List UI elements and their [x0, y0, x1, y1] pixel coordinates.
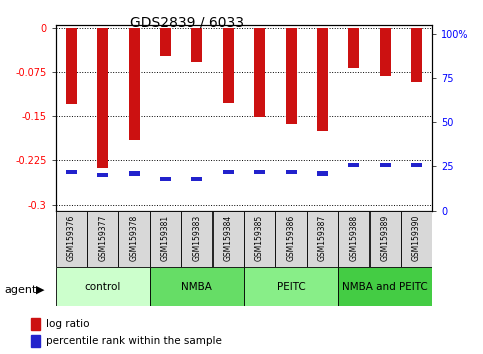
Text: GSM159381: GSM159381 [161, 215, 170, 261]
Bar [411, 162, 422, 167]
Text: GSM159386: GSM159386 [286, 215, 296, 261]
Text: GSM159388: GSM159388 [349, 215, 358, 261]
Text: GSM159387: GSM159387 [318, 215, 327, 261]
Bar [317, 171, 328, 176]
Bar [317, 28, 328, 131]
FancyBboxPatch shape [275, 211, 307, 267]
Bar [223, 28, 234, 103]
Bar [191, 177, 202, 181]
FancyBboxPatch shape [338, 211, 369, 267]
Text: GSM159384: GSM159384 [224, 215, 233, 261]
Text: GSM159389: GSM159389 [381, 215, 390, 261]
Text: PEITC: PEITC [277, 282, 305, 292]
Bar [254, 28, 265, 118]
Bar [285, 170, 297, 174]
Bar [380, 162, 391, 167]
Bar [66, 170, 77, 174]
Bar [97, 173, 108, 177]
Text: agent: agent [5, 285, 37, 295]
Text: GDS2839 / 6033: GDS2839 / 6033 [130, 16, 244, 30]
FancyBboxPatch shape [369, 211, 401, 267]
Bar [411, 28, 422, 82]
Text: GSM159376: GSM159376 [67, 215, 76, 261]
Bar [223, 170, 234, 174]
Bar [160, 28, 171, 56]
Bar [66, 28, 77, 104]
Bar [128, 171, 140, 176]
FancyBboxPatch shape [213, 211, 244, 267]
FancyBboxPatch shape [307, 211, 338, 267]
FancyBboxPatch shape [56, 267, 150, 306]
FancyBboxPatch shape [150, 267, 244, 306]
Text: GSM159385: GSM159385 [255, 215, 264, 261]
Bar [128, 28, 140, 140]
Bar [160, 177, 171, 181]
Bar [348, 28, 359, 68]
FancyBboxPatch shape [181, 211, 213, 267]
Bar [31, 335, 41, 347]
Bar [348, 162, 359, 167]
FancyBboxPatch shape [244, 267, 338, 306]
Bar [97, 28, 108, 167]
Bar [380, 28, 391, 76]
Text: NMBA and PEITC: NMBA and PEITC [342, 282, 428, 292]
Text: GSM159390: GSM159390 [412, 215, 421, 261]
Text: GSM159378: GSM159378 [129, 215, 139, 261]
Bar [285, 28, 297, 124]
Text: GSM159383: GSM159383 [192, 215, 201, 261]
FancyBboxPatch shape [56, 211, 87, 267]
Text: percentile rank within the sample: percentile rank within the sample [46, 336, 222, 346]
FancyBboxPatch shape [118, 211, 150, 267]
Bar [31, 318, 41, 330]
FancyBboxPatch shape [401, 211, 432, 267]
Text: NMBA: NMBA [182, 282, 212, 292]
Text: ▶: ▶ [36, 285, 45, 295]
Bar [254, 170, 265, 174]
Text: GSM159377: GSM159377 [98, 215, 107, 261]
Text: log ratio: log ratio [46, 319, 89, 329]
Bar [191, 28, 202, 62]
FancyBboxPatch shape [244, 211, 275, 267]
FancyBboxPatch shape [87, 211, 118, 267]
Text: control: control [85, 282, 121, 292]
FancyBboxPatch shape [338, 267, 432, 306]
FancyBboxPatch shape [150, 211, 181, 267]
